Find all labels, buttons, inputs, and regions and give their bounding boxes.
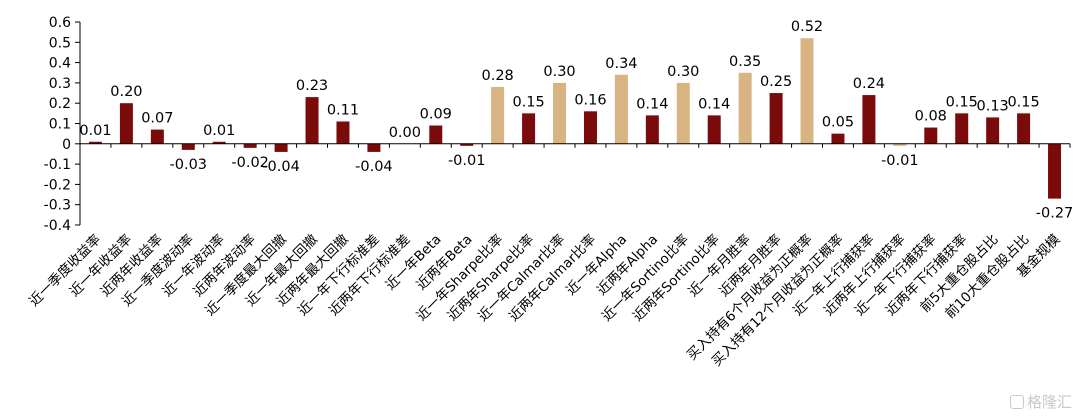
data-label: 0.01 [203, 123, 235, 139]
watermark-logo-icon [1009, 394, 1024, 409]
data-label: 0.14 [698, 96, 730, 112]
bar [645, 115, 659, 144]
data-label: 0.07 [141, 111, 173, 127]
bar [522, 113, 536, 144]
data-label: 0.15 [946, 94, 978, 110]
data-label: 0.52 [791, 19, 823, 35]
bar [614, 74, 628, 144]
bar [119, 103, 133, 144]
watermark-text: 格隆汇 [1026, 393, 1072, 411]
data-label: 0.00 [389, 125, 421, 141]
category-labels: 近一季度收益率近一年收益率近两年收益率近一季度波动率近一年波动率近两年波动率近一… [25, 230, 1063, 369]
bar [924, 127, 938, 144]
y-axis: 0.6 0.5 0.4 0.3 0.2 0.1 0 -0.1 -0.2 -0.3 -0.4 [44, 15, 81, 234]
data-label: 0.16 [574, 92, 606, 108]
bar [243, 143, 257, 148]
data-label: 0.01 [79, 123, 111, 139]
data-label: 0.24 [853, 76, 885, 92]
bar [460, 143, 474, 146]
data-label: 0.20 [110, 84, 142, 100]
bar [336, 121, 350, 144]
data-label: -0.27 [1036, 206, 1074, 222]
bar [429, 125, 443, 144]
data-label: -0.04 [355, 159, 393, 175]
bar [305, 97, 319, 144]
y-tick-label: -0.1 [44, 157, 71, 173]
x-axis [79, 143, 1071, 148]
bar [862, 95, 876, 144]
y-tick-label: 0.5 [49, 35, 71, 51]
data-labels: 0.010.200.07-0.030.01-0.02-0.040.230.11-… [79, 19, 1073, 221]
data-label: 0.08 [915, 109, 947, 125]
bar [88, 141, 102, 144]
bar [676, 82, 690, 144]
data-label: -0.01 [881, 153, 919, 169]
y-tick-label: -0.3 [44, 198, 71, 214]
y-tick-label: 0.4 [49, 56, 71, 72]
bar [800, 38, 814, 144]
y-tick-label: -0.4 [44, 218, 71, 234]
y-tick-label: 0 [62, 137, 71, 153]
bars [88, 38, 1062, 199]
bar [986, 117, 1000, 144]
data-label: 0.05 [822, 115, 854, 131]
data-label: 0.30 [543, 64, 575, 80]
data-label: 0.15 [1007, 94, 1039, 110]
data-label: 0.34 [605, 56, 637, 72]
data-label: 0.28 [482, 68, 514, 84]
bar [893, 143, 907, 146]
bar [955, 113, 969, 144]
bar [831, 133, 845, 144]
data-label: 0.25 [760, 74, 792, 90]
data-label: -0.01 [448, 153, 486, 169]
data-label: -0.04 [262, 159, 300, 175]
data-label: -0.03 [170, 157, 208, 173]
y-tick-label: 0.2 [49, 96, 71, 112]
bar [367, 143, 381, 152]
y-tick-label: 0.1 [49, 117, 71, 133]
bar [707, 115, 721, 144]
y-tick-label: 0.6 [49, 15, 71, 31]
bar [738, 72, 752, 144]
data-label: 0.30 [667, 64, 699, 80]
bar [553, 82, 567, 144]
bar [212, 141, 226, 144]
data-label: 0.35 [729, 54, 761, 70]
data-label: 0.23 [296, 78, 328, 94]
y-tick-label: 0.3 [49, 76, 71, 92]
data-label: -0.02 [231, 155, 269, 171]
bar [769, 93, 783, 144]
data-label: 0.11 [327, 102, 359, 118]
bar [491, 86, 505, 144]
data-label: 0.15 [512, 94, 544, 110]
watermark: 格隆汇 [1009, 391, 1072, 412]
data-label: 0.14 [636, 96, 668, 112]
bar [1017, 113, 1031, 144]
data-label: 0.13 [977, 98, 1009, 114]
bar [583, 111, 597, 144]
y-tick-label: -0.2 [44, 177, 71, 193]
bar [181, 143, 195, 150]
bar [274, 143, 288, 152]
bar [150, 129, 164, 144]
data-label: 0.09 [420, 107, 452, 123]
bar [1048, 143, 1062, 199]
